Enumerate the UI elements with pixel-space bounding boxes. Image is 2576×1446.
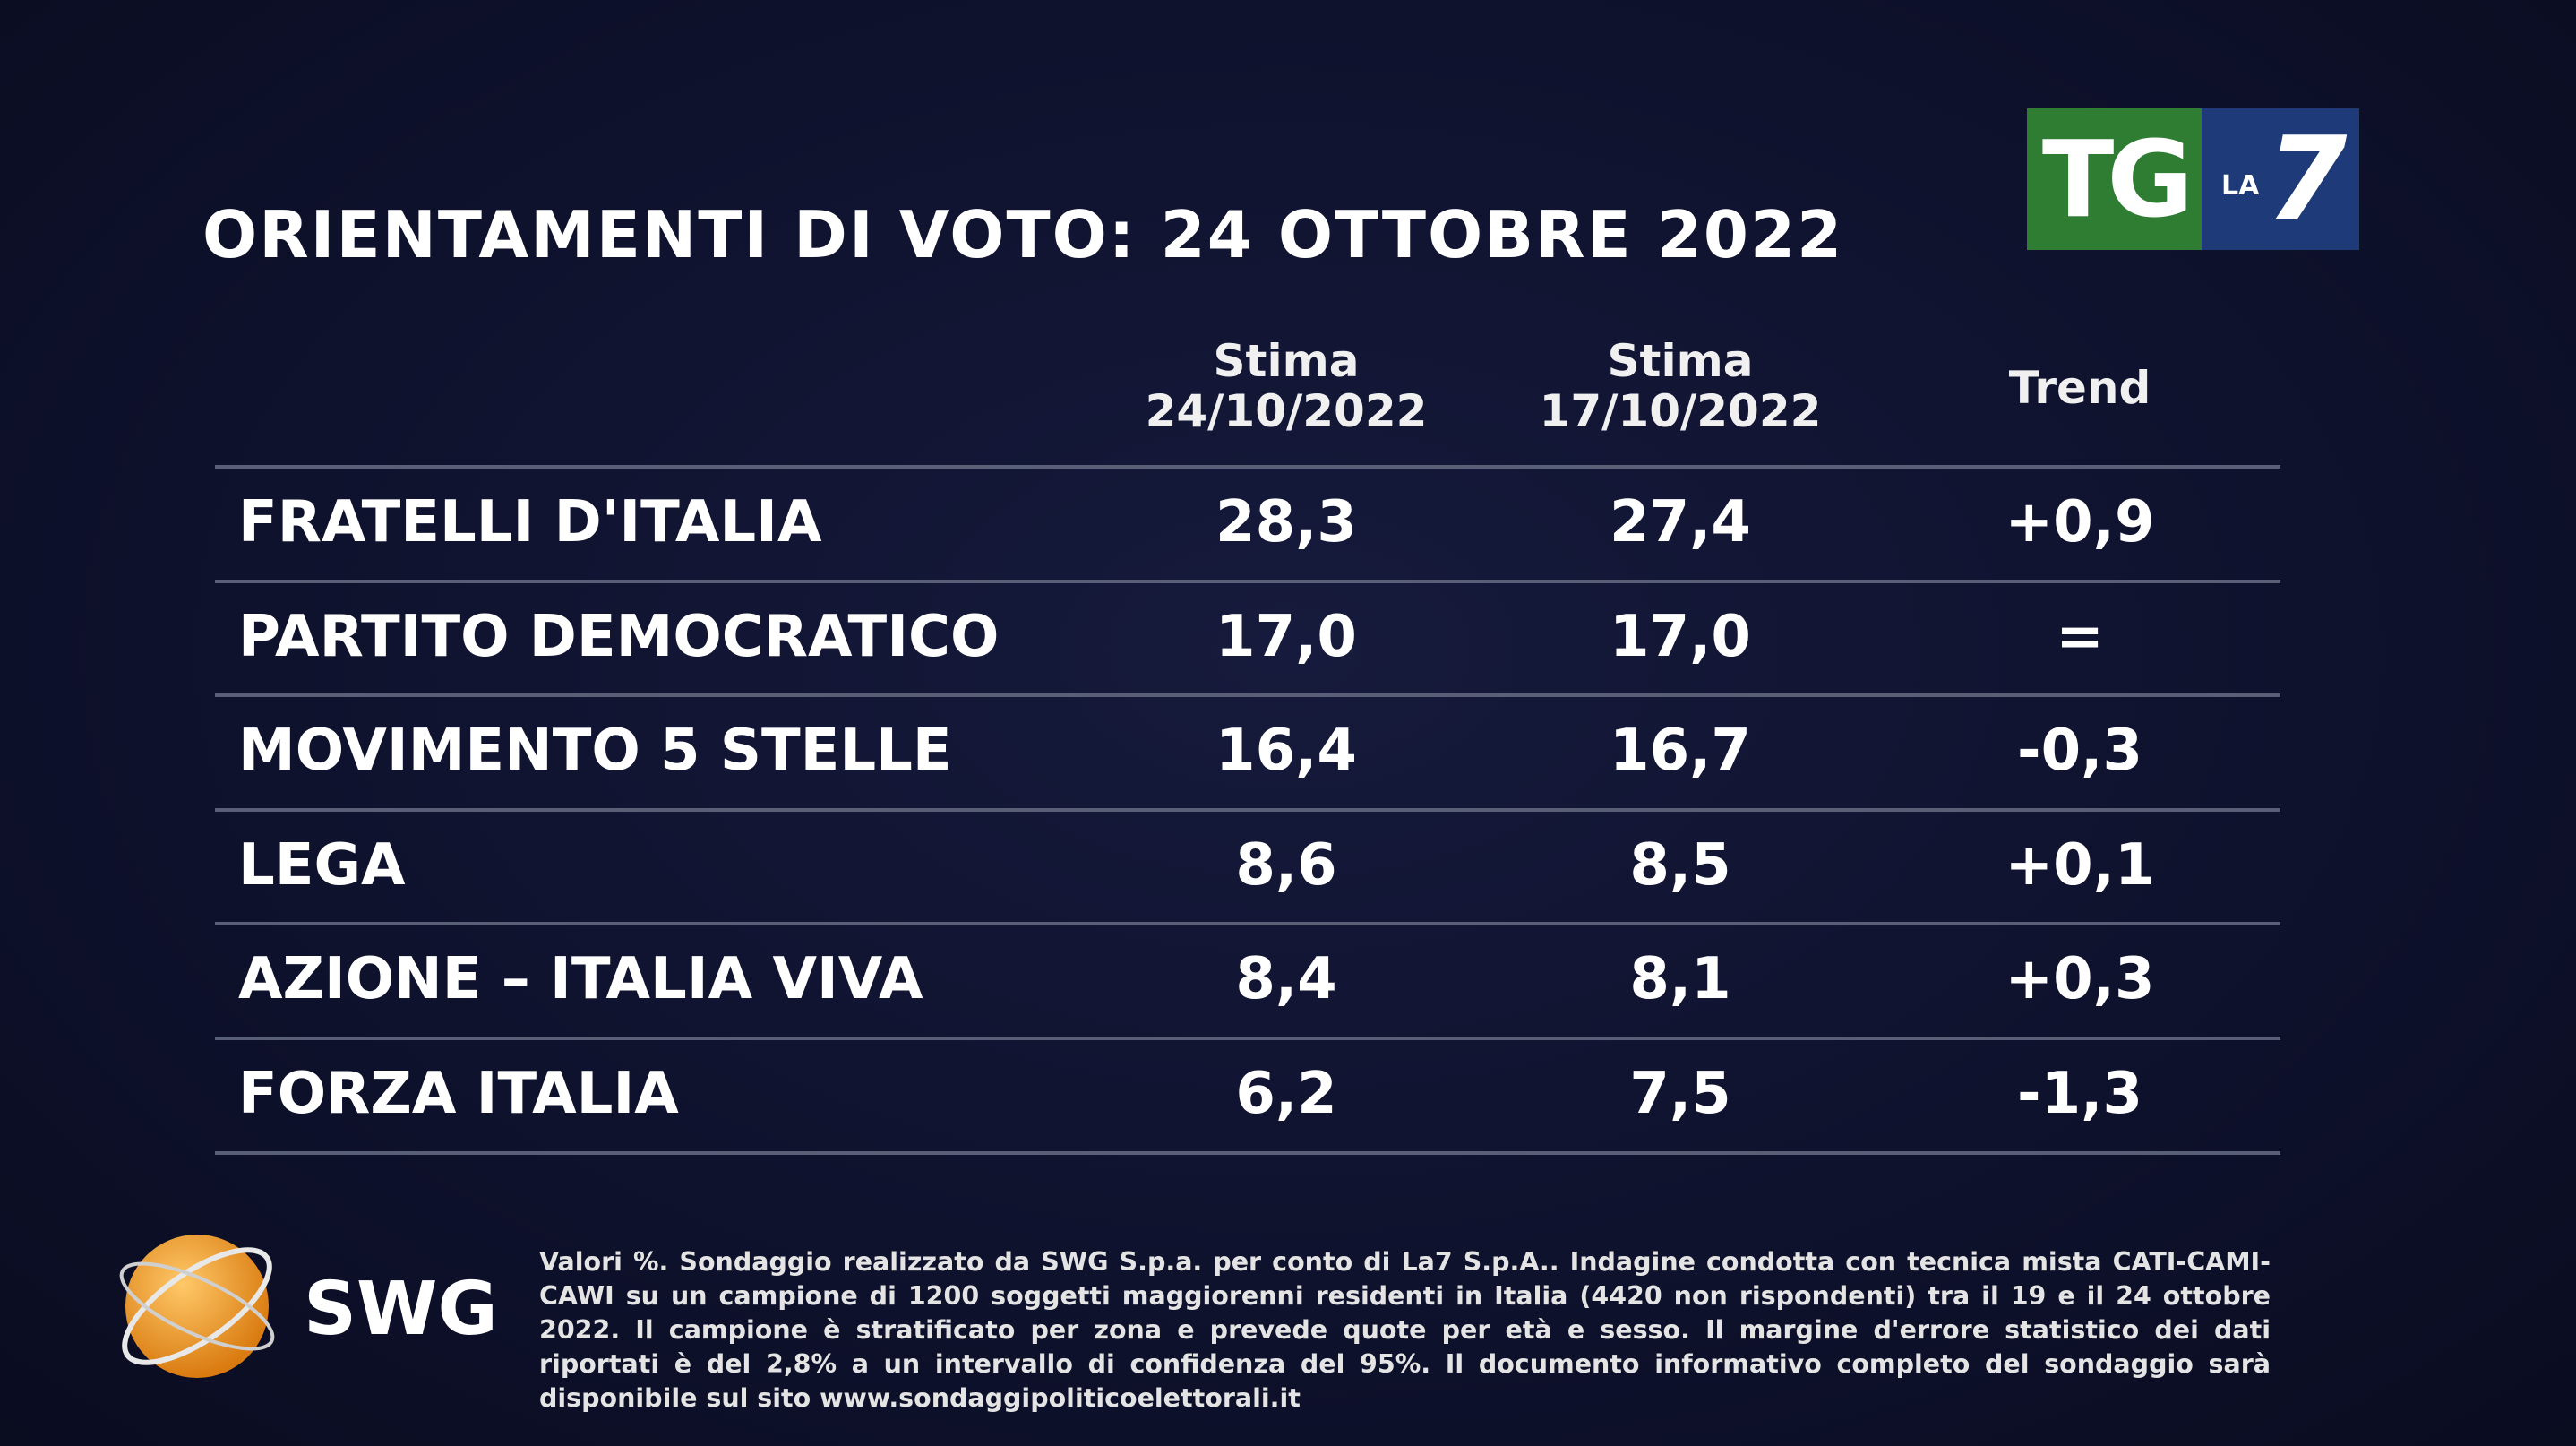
row-value: 17,0: [1215, 603, 1357, 670]
party-name: AZIONE – ITALIA VIVA: [238, 946, 923, 1012]
row-value: 16,7: [1610, 718, 1751, 784]
row-divider: [215, 580, 2280, 583]
row-divider: [215, 465, 2280, 469]
row-value: 6,2: [1235, 1061, 1337, 1127]
row-value: 8,6: [1235, 831, 1337, 899]
row-value: 8,4: [1235, 946, 1337, 1012]
title: ORIENTAMENTI DI VOTO: 24 OTTOBRE 2022: [202, 197, 1844, 272]
column-header: Stima: [1213, 335, 1360, 387]
row-divider: [215, 922, 2280, 925]
row-value: +0,3: [2005, 946, 2155, 1012]
row-value: 28,3: [1215, 489, 1357, 555]
row-value: 17,0: [1610, 603, 1751, 670]
row-divider: [215, 693, 2280, 697]
logo-la: LA: [2221, 170, 2260, 202]
row-value: =: [2056, 603, 2104, 670]
row-divider: [215, 1037, 2280, 1040]
row-value: 7,5: [1629, 1061, 1731, 1127]
party-name: LEGA: [238, 831, 406, 899]
row-value: +0,1: [2005, 831, 2155, 899]
party-name: PARTITO DEMOCRATICO: [238, 603, 1000, 670]
footnote: Valori %. Sondaggio realizzato da SWG S.…: [539, 1247, 2271, 1413]
party-name: MOVIMENTO 5 STELLE: [238, 718, 952, 784]
column-header: Trend: [2008, 362, 2151, 414]
row-divider: [215, 1151, 2280, 1155]
swg-logo: [119, 1235, 275, 1378]
la7-logo: [2202, 108, 2359, 250]
row-value: -1,3: [2017, 1061, 2142, 1127]
row-value: -0,3: [2017, 718, 2142, 784]
column-header: Stima: [1607, 335, 1754, 387]
column-header: 24/10/2022: [1145, 385, 1428, 437]
row-value: 8,5: [1629, 831, 1731, 899]
row-value: 27,4: [1610, 489, 1751, 555]
logo-seven: 7: [2266, 111, 2348, 247]
logo-tg: TG: [2041, 117, 2194, 241]
row-value: 8,1: [1629, 946, 1731, 1012]
row-value: +0,9: [2005, 489, 2155, 555]
tg-logo: [2027, 108, 2202, 250]
swg-brand: SWG: [304, 1267, 498, 1352]
row-divider: [215, 808, 2280, 812]
party-name: FORZA ITALIA: [238, 1061, 679, 1127]
row-value: 16,4: [1215, 718, 1357, 784]
party-name: FRATELLI D'ITALIA: [238, 489, 822, 555]
column-header: 17/10/2022: [1539, 385, 1822, 437]
